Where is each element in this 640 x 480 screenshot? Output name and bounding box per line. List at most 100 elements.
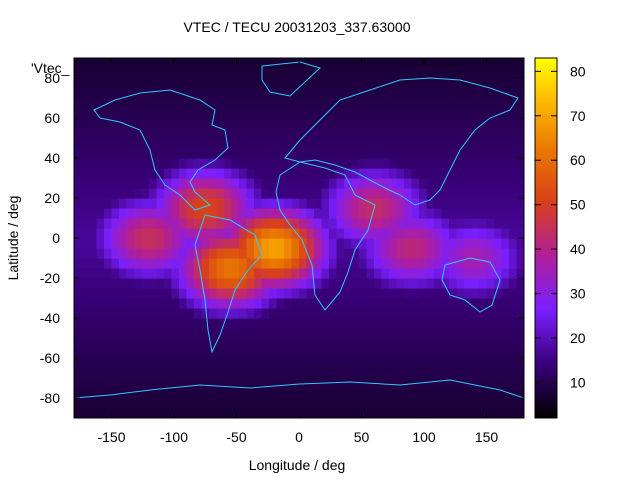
heat-cell [479, 178, 488, 189]
heat-cell [156, 98, 165, 109]
heat-cell [464, 158, 473, 169]
heat-cell [426, 268, 435, 279]
heat-cell [134, 238, 143, 249]
heat-cell [389, 408, 398, 418]
heat-cell [194, 358, 203, 369]
heat-cell [464, 98, 473, 109]
heat-cell [269, 188, 278, 199]
heat-cell [246, 278, 255, 289]
heat-cell [471, 328, 480, 339]
heat-cell [269, 158, 278, 169]
heat-cell [231, 228, 240, 239]
heat-cell [284, 358, 293, 369]
heat-cell [516, 178, 524, 189]
heat-cell [141, 158, 150, 169]
heat-cell [441, 358, 450, 369]
heat-cell [201, 358, 210, 369]
heat-cell [171, 178, 180, 189]
heat-cell [306, 278, 315, 289]
heat-cell [224, 248, 233, 259]
heat-cell [216, 338, 225, 349]
y-tick-label: -60 [40, 350, 60, 366]
heat-cell [359, 408, 368, 418]
heat-cell [134, 208, 143, 219]
heat-cell [329, 348, 338, 359]
heat-cell [179, 98, 188, 109]
heat-cell [419, 318, 428, 329]
heat-cell [74, 168, 83, 179]
heat-cell [194, 108, 203, 119]
heat-cell [494, 188, 503, 199]
heat-cell [471, 108, 480, 119]
heat-cell [261, 68, 270, 79]
heat-cell [164, 218, 173, 229]
heat-cell [261, 248, 270, 259]
heat-cell [179, 118, 188, 129]
heat-cell [434, 388, 443, 399]
heat-cell [404, 238, 413, 249]
heat-cell [276, 108, 285, 119]
heat-cell [366, 88, 375, 99]
heat-cell [374, 368, 383, 379]
heat-cell [411, 178, 420, 189]
heat-cell [246, 108, 255, 119]
heat-cell [389, 288, 398, 299]
heat-cell [501, 218, 510, 229]
heat-cell [149, 248, 158, 259]
heat-cell [291, 88, 300, 99]
heat-cell [426, 238, 435, 249]
heat-cell [179, 158, 188, 169]
heat-cell [381, 78, 390, 89]
heat-cell [329, 108, 338, 119]
heat-cell [111, 188, 120, 199]
heat-cell [246, 268, 255, 279]
heat-cell [471, 368, 480, 379]
heat-cell [291, 348, 300, 359]
chart-title: VTEC / TECU 20031203_337.63000 [183, 19, 410, 35]
heat-cell [164, 358, 173, 369]
heat-cell [411, 128, 420, 139]
heat-cell [299, 248, 308, 259]
heat-cell [344, 188, 353, 199]
heat-cell [269, 258, 278, 269]
heat-cell [164, 148, 173, 159]
heat-cell [494, 158, 503, 169]
heat-cell [509, 248, 518, 259]
heat-cell [366, 288, 375, 299]
heat-cell [494, 68, 503, 79]
heat-cell [284, 408, 293, 418]
heat-cell [149, 78, 158, 89]
heat-cell [119, 248, 128, 259]
heat-cell [306, 218, 315, 229]
heat-cell [156, 128, 165, 139]
heat-cell [389, 358, 398, 369]
heat-cell [284, 398, 293, 409]
heat-cell [501, 58, 510, 69]
heat-cell [231, 358, 240, 369]
heat-cell [209, 298, 218, 309]
heat-cell [471, 278, 480, 289]
heat-cell [111, 198, 120, 209]
heat-cell [141, 338, 150, 349]
heat-cell [171, 338, 180, 349]
heat-cell [261, 78, 270, 89]
heat-cell [381, 278, 390, 289]
heat-cell [471, 158, 480, 169]
heat-cell [231, 88, 240, 99]
heat-cell [209, 378, 218, 389]
heat-cell [366, 298, 375, 309]
heat-cell [254, 268, 263, 279]
heat-cell [171, 318, 180, 329]
heat-cell [201, 268, 210, 279]
heat-cell [284, 208, 293, 219]
heat-cell [314, 358, 323, 369]
heat-cell [494, 338, 503, 349]
heat-cell [336, 218, 345, 229]
heat-cell [306, 118, 315, 129]
heat-cell [126, 288, 135, 299]
heat-cell [321, 358, 330, 369]
heat-cell [254, 98, 263, 109]
heat-cell [231, 308, 240, 319]
heat-cell [411, 358, 420, 369]
heat-cell [426, 178, 435, 189]
